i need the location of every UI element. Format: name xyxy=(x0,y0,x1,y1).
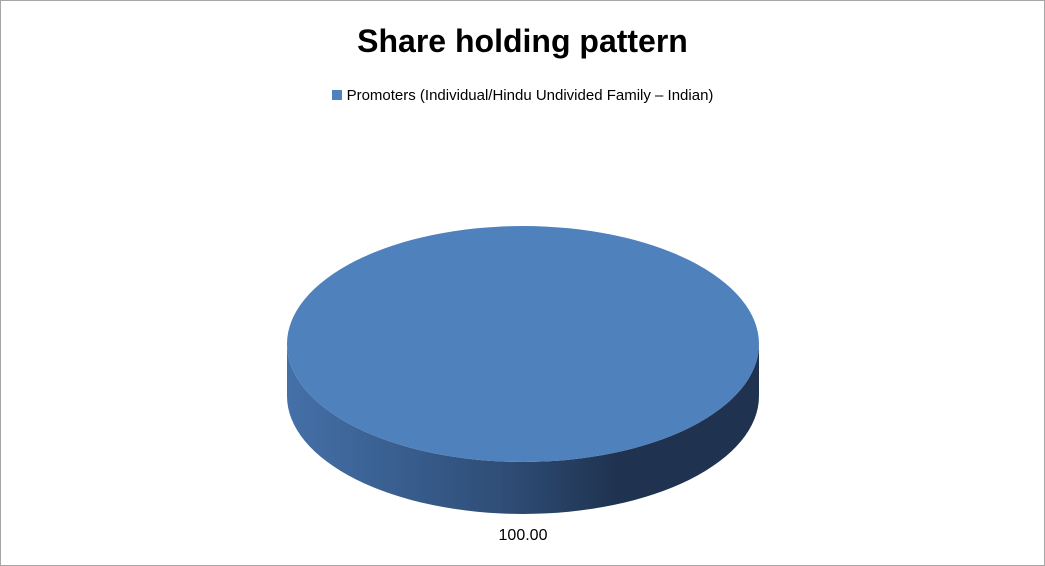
legend: Promoters (Individual/Hindu Undivided Fa… xyxy=(1,87,1044,104)
pie-slice-0 xyxy=(287,226,759,462)
slice-side-0 xyxy=(287,344,759,514)
legend-swatch xyxy=(331,90,342,100)
chart-title: Share holding pattern xyxy=(357,23,688,59)
legend-entry: Promoters (Individual/Hindu Undivided Fa… xyxy=(346,87,714,104)
data-label: 100.00 xyxy=(499,527,548,544)
